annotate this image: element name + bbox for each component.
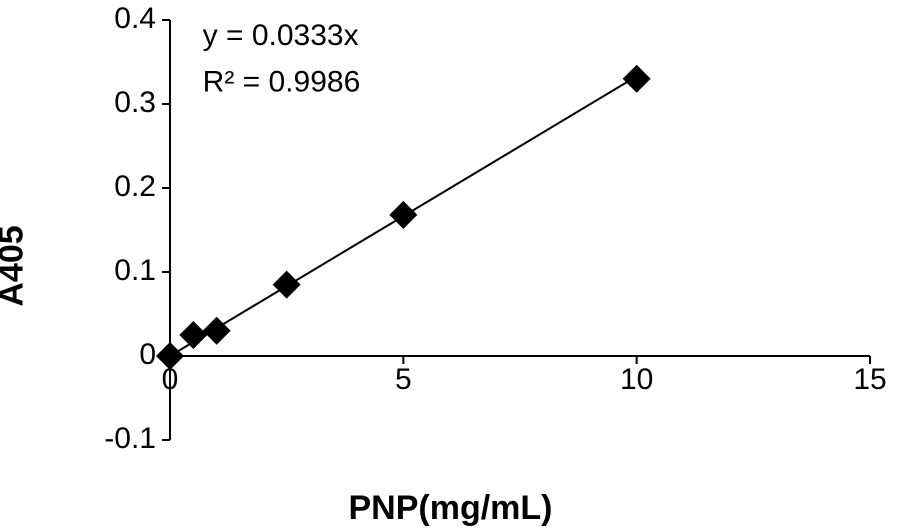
x-tick-label: 5 bbox=[395, 363, 412, 396]
scatter-chart: A405 PNP(mg/mL) -0.100.10.20.30.4051015y… bbox=[0, 0, 901, 532]
data-point bbox=[389, 201, 417, 229]
y-tick-label: 0 bbox=[139, 338, 156, 371]
x-tick-label: 10 bbox=[620, 363, 653, 396]
y-tick-label: 0.2 bbox=[114, 170, 156, 203]
y-tick-label: 0.1 bbox=[114, 254, 156, 287]
y-tick-label: -0.1 bbox=[104, 422, 156, 455]
chart-svg: -0.100.10.20.30.4051015y = 0.0333xR² = 0… bbox=[0, 0, 901, 532]
y-axis-label: A405 bbox=[0, 225, 32, 306]
y-tick-label: 0.3 bbox=[114, 86, 156, 119]
chart-annotation: R² = 0.9986 bbox=[203, 65, 361, 98]
data-point bbox=[179, 321, 207, 349]
data-point bbox=[273, 271, 301, 299]
y-tick-label: 0.4 bbox=[114, 2, 156, 35]
data-point bbox=[623, 65, 651, 93]
chart-annotation: y = 0.0333x bbox=[203, 19, 359, 52]
x-axis-label: PNP(mg/mL) bbox=[0, 489, 901, 528]
x-tick-label: 15 bbox=[853, 363, 886, 396]
data-point bbox=[156, 342, 184, 370]
